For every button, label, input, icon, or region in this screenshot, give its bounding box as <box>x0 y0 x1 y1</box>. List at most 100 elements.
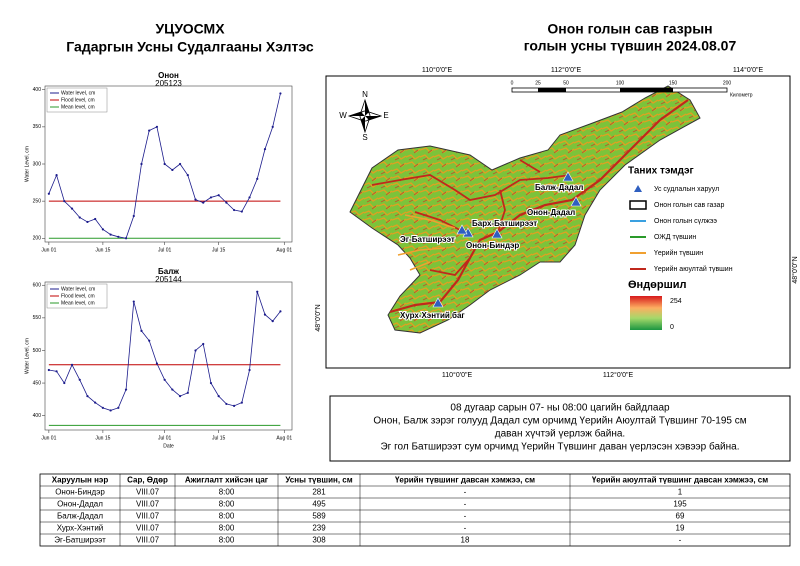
station-label: Онон-Биндэр <box>466 241 519 250</box>
x-tick-label: Jun 01 <box>41 435 56 441</box>
table-cell: VIII.07 <box>136 512 160 521</box>
x-tick-label: Jun 01 <box>41 247 56 253</box>
data-point <box>202 342 205 346</box>
data-point <box>109 233 112 236</box>
lon-label: 112°0'0"E <box>603 371 634 379</box>
river <box>371 159 571 276</box>
legend-label: Үерийн түвшин <box>654 249 703 257</box>
table-cell: VIII.07 <box>136 488 160 497</box>
legend-label: Mean level, cm <box>61 300 95 306</box>
elevation-label: 0 <box>670 324 674 331</box>
data-point <box>171 168 174 172</box>
table-cell: Онон-Биндэр <box>55 488 105 497</box>
plot-frame <box>44 281 293 431</box>
data-point <box>55 174 58 177</box>
x-tick-label: Jun 15 <box>95 435 110 441</box>
station <box>491 228 503 239</box>
data-point <box>70 207 74 210</box>
table-header: Сар, Өдөр <box>127 476 168 485</box>
lon-label: 110°0'0"E <box>422 66 453 74</box>
data-point <box>194 349 197 352</box>
data-point <box>163 378 166 381</box>
scale-label: 50 <box>563 80 569 86</box>
data-point <box>217 394 220 398</box>
table-header: Үерийн аюултай түвшинг давсан хэмжээ, см <box>592 476 768 485</box>
table-cell: 8:00 <box>219 512 235 521</box>
data-point <box>279 92 282 95</box>
legend-label: Үерийн аюултай түвшин <box>654 265 733 273</box>
data-point <box>256 177 259 180</box>
table-cell: Онон-Дадал <box>57 500 103 509</box>
station-label: Хурх-Хэнтий баг <box>400 311 465 320</box>
data-point <box>248 368 251 372</box>
x-tick-label: Jul 15 <box>212 247 226 253</box>
data-point <box>101 228 104 231</box>
station-label: Барх-Батширээт <box>472 219 537 228</box>
table-cell: VIII.07 <box>136 500 160 509</box>
x-tick-label: Jul 01 <box>158 435 172 441</box>
station-label: Эг-Батширээт <box>400 235 455 244</box>
x-axis-label: Date <box>163 443 174 449</box>
compass-star <box>349 100 381 132</box>
data-point <box>86 394 89 398</box>
message-line: Эг гол Батширээт сум орчимд Үерийн Түвши… <box>380 441 739 453</box>
data-point <box>233 208 236 212</box>
scale-label: 0 <box>511 80 514 86</box>
table-header: Харуулын нэр <box>52 476 109 485</box>
data-point <box>148 129 151 132</box>
data-point <box>225 201 228 204</box>
scale-label: 200 <box>723 80 732 86</box>
y-axis-label: Water Level, cm <box>24 146 30 182</box>
data-point <box>109 409 112 412</box>
data-point <box>186 174 189 177</box>
scale-bar <box>620 88 673 92</box>
table-cell: VIII.07 <box>136 536 160 545</box>
y-tick-label: 300 <box>33 161 42 167</box>
data-point <box>132 214 135 218</box>
data-point <box>47 368 50 372</box>
scale-bar <box>511 87 728 93</box>
table-cell: 589 <box>312 512 326 521</box>
data-point <box>233 404 236 407</box>
data-point <box>86 220 89 224</box>
compass-ring <box>359 110 371 122</box>
chart-title: Балж <box>158 267 179 276</box>
data-point <box>263 313 267 316</box>
data-point <box>63 381 66 385</box>
table-header: Ажиглалт хийсэн цаг <box>185 476 269 485</box>
y-tick-label: 400 <box>33 413 42 419</box>
data-point <box>209 196 213 199</box>
scale-unit: Километр <box>730 92 753 98</box>
table-cell: 239 <box>312 524 326 533</box>
y-tick-label: 350 <box>33 124 42 130</box>
data-point <box>271 125 274 128</box>
data-point <box>178 394 182 398</box>
org-title: УЦУОСМХ <box>155 21 225 37</box>
data-point <box>94 401 97 404</box>
data-point <box>202 201 205 204</box>
map-title: голын усны түвшин 2024.08.07 <box>524 38 737 54</box>
legend-label: ОЖД түвшин <box>654 234 696 241</box>
compass-letter: E <box>383 111 388 120</box>
legend-symbol <box>634 185 642 192</box>
compass-letter: N <box>362 90 368 99</box>
data-point <box>248 196 251 199</box>
data-point <box>63 200 66 203</box>
river <box>389 99 689 314</box>
table-cell: 281 <box>312 488 326 497</box>
table-cell: 195 <box>673 500 687 509</box>
data-point <box>225 402 228 406</box>
data-point <box>78 216 81 219</box>
elevation-title: Өндөршил <box>628 279 687 291</box>
station <box>570 196 582 207</box>
legend-symbol <box>629 200 647 210</box>
data-point <box>155 362 159 365</box>
message-box <box>329 395 791 462</box>
x-tick-label: Jul 15 <box>212 435 226 441</box>
y-tick-label: 200 <box>33 236 42 242</box>
table-cell: 8:00 <box>219 524 235 533</box>
station-label: Балж-Дадал <box>535 183 583 192</box>
legend-label: Flood level, cm <box>61 97 95 103</box>
lon-label: 110°0'0"E <box>442 371 473 379</box>
table-cell: 8:00 <box>219 536 235 545</box>
